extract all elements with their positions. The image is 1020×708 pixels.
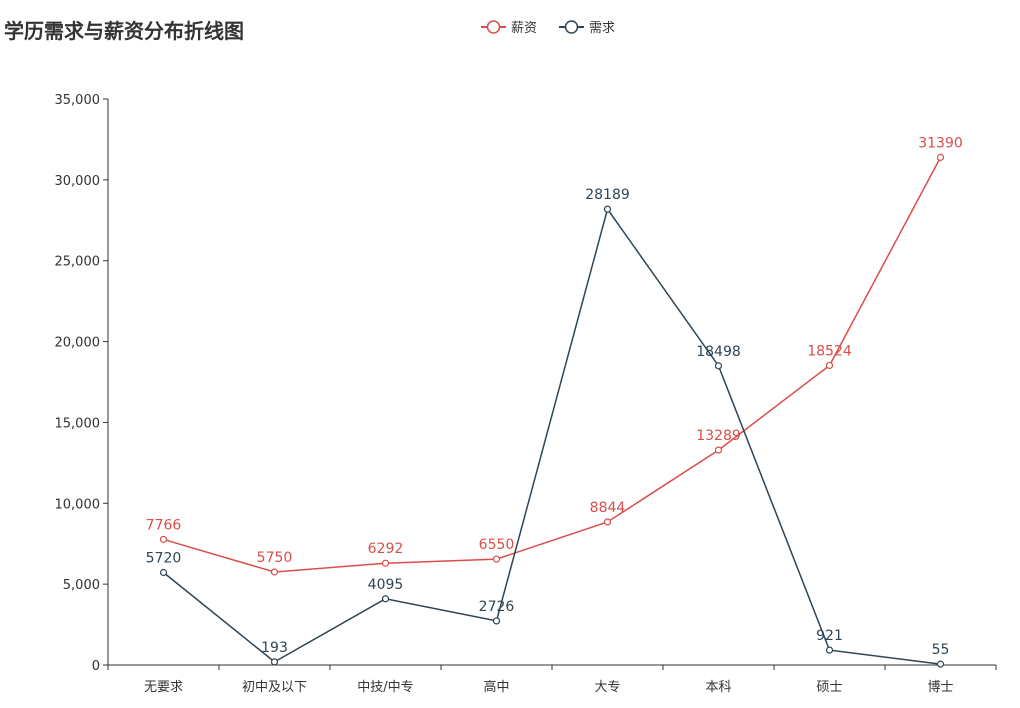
data-label: 13289 bbox=[696, 428, 741, 444]
data-label: 8844 bbox=[590, 500, 626, 516]
series-需求: 5720 193 4095 2726 28189 18498 921 55 bbox=[146, 187, 950, 668]
x-tick-label: 博士 bbox=[927, 680, 953, 695]
data-label: 31390 bbox=[918, 135, 963, 151]
x-tick-label: 大专 bbox=[594, 680, 620, 695]
x-tick-label: 无要求 bbox=[144, 680, 183, 695]
data-label: 7766 bbox=[146, 517, 182, 533]
data-point bbox=[603, 205, 612, 213]
data-point bbox=[714, 446, 723, 454]
data-label: 193 bbox=[261, 640, 288, 656]
y-tick-label: 25,000 bbox=[55, 255, 101, 270]
data-point bbox=[825, 646, 834, 654]
data-point bbox=[492, 617, 501, 625]
data-label: 28189 bbox=[585, 187, 630, 203]
data-label: 55 bbox=[932, 642, 950, 658]
x-tick-label: 硕士 bbox=[816, 680, 842, 695]
data-point bbox=[381, 559, 390, 567]
data-label: 921 bbox=[816, 628, 843, 644]
legend-label: 薪资 bbox=[511, 21, 537, 36]
data-point bbox=[492, 555, 501, 563]
legend-circle-icon bbox=[564, 20, 579, 34]
legend-item[interactable]: 需求 bbox=[559, 20, 615, 36]
y-tick-label: 20,000 bbox=[55, 336, 101, 351]
y-tick-label: 35,000 bbox=[55, 93, 101, 108]
data-point bbox=[714, 362, 723, 370]
data-point bbox=[936, 153, 945, 161]
data-point bbox=[936, 660, 945, 668]
data-label: 6292 bbox=[368, 541, 404, 557]
y-tick-label: 0 bbox=[92, 659, 100, 674]
data-label: 2726 bbox=[479, 599, 515, 615]
data-label: 6550 bbox=[479, 537, 515, 553]
series-line bbox=[163, 207, 941, 665]
data-point bbox=[270, 568, 279, 576]
data-point bbox=[159, 568, 168, 577]
y-tick-label: 15,000 bbox=[55, 416, 101, 431]
data-point bbox=[159, 535, 168, 544]
data-point bbox=[381, 595, 390, 603]
series-line bbox=[163, 157, 942, 573]
legend-circle-icon bbox=[486, 20, 501, 34]
y-tick-label: 30,000 bbox=[55, 174, 101, 189]
data-label: 5720 bbox=[146, 550, 182, 566]
data-point bbox=[825, 361, 834, 370]
data-label: 5750 bbox=[257, 550, 293, 566]
data-label: 4095 bbox=[368, 577, 404, 593]
legend-item[interactable]: 薪资 bbox=[481, 20, 537, 36]
series-薪资: 7766 5750 6292 6550 8844 13289 18524 31390 bbox=[146, 135, 963, 576]
chart-title: 学历需求与薪资分布折线图 bbox=[4, 19, 244, 43]
y-tick-label: 10,000 bbox=[55, 497, 101, 512]
y-tick-label: 5,000 bbox=[63, 578, 100, 593]
data-label: 18498 bbox=[696, 344, 741, 360]
x-tick-label: 中技/中专 bbox=[357, 680, 413, 695]
x-tick-label: 本科 bbox=[705, 680, 731, 695]
x-tick-label: 高中 bbox=[483, 679, 509, 695]
data-point bbox=[270, 658, 279, 666]
data-point bbox=[603, 518, 612, 526]
data-label: 18524 bbox=[807, 343, 852, 359]
x-tick-label: 初中及以下 bbox=[242, 680, 307, 695]
legend-label: 需求 bbox=[589, 21, 615, 36]
